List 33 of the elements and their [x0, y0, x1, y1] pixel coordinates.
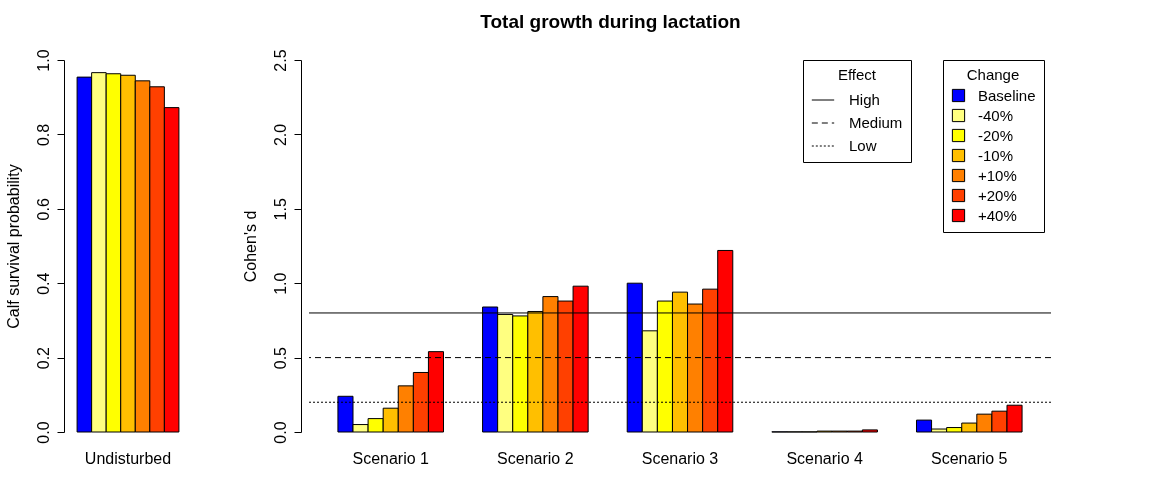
- x-tick-label: Scenario 2: [497, 449, 574, 467]
- y-tick-label: 0.8: [34, 123, 52, 147]
- y-tick-label: 0.0: [34, 421, 52, 444]
- legend-label: Baseline: [978, 86, 1036, 104]
- legend-label: +10%: [978, 166, 1017, 184]
- y-tick-label: 1.0: [34, 49, 52, 72]
- y-axis-title: Cohen's d: [241, 210, 259, 283]
- x-tick-label: Undisturbed: [84, 449, 172, 467]
- legend-label: -20%: [978, 126, 1014, 144]
- chart-title: Total growth during lactation: [479, 10, 742, 34]
- x-tick-label: Scenario 3: [641, 449, 719, 467]
- y-tick-label: 2.0: [271, 123, 289, 147]
- legend-label: +20%: [978, 186, 1017, 204]
- y-tick-label: 1.0: [271, 272, 289, 295]
- y-tick-label: 0.0: [271, 421, 289, 444]
- y-axis-title: Calf survival probability: [4, 164, 22, 329]
- y-tick-label: 0.4: [34, 272, 52, 295]
- y-tick-label: 0.2: [34, 346, 52, 370]
- x-tick-label: Scenario 1: [352, 449, 430, 467]
- y-tick-label: 0.6: [34, 198, 52, 221]
- legend-title: Change: [966, 66, 1020, 83]
- y-tick-label: 1.5: [271, 198, 289, 221]
- x-tick-label: Scenario 4: [786, 449, 863, 467]
- legend-label: +40%: [978, 206, 1017, 224]
- y-tick-label: 2.5: [271, 49, 289, 72]
- legend-label: High: [849, 91, 880, 108]
- legend-label: -10%: [978, 146, 1014, 164]
- y-tick-label: 0.5: [271, 346, 289, 370]
- legend-label: Medium: [849, 114, 903, 131]
- annotation: Effect: [837, 66, 877, 83]
- x-tick-label: Scenario 5: [931, 449, 1008, 467]
- legend-label: Low: [849, 137, 877, 154]
- legend-label: -40%: [978, 106, 1014, 124]
